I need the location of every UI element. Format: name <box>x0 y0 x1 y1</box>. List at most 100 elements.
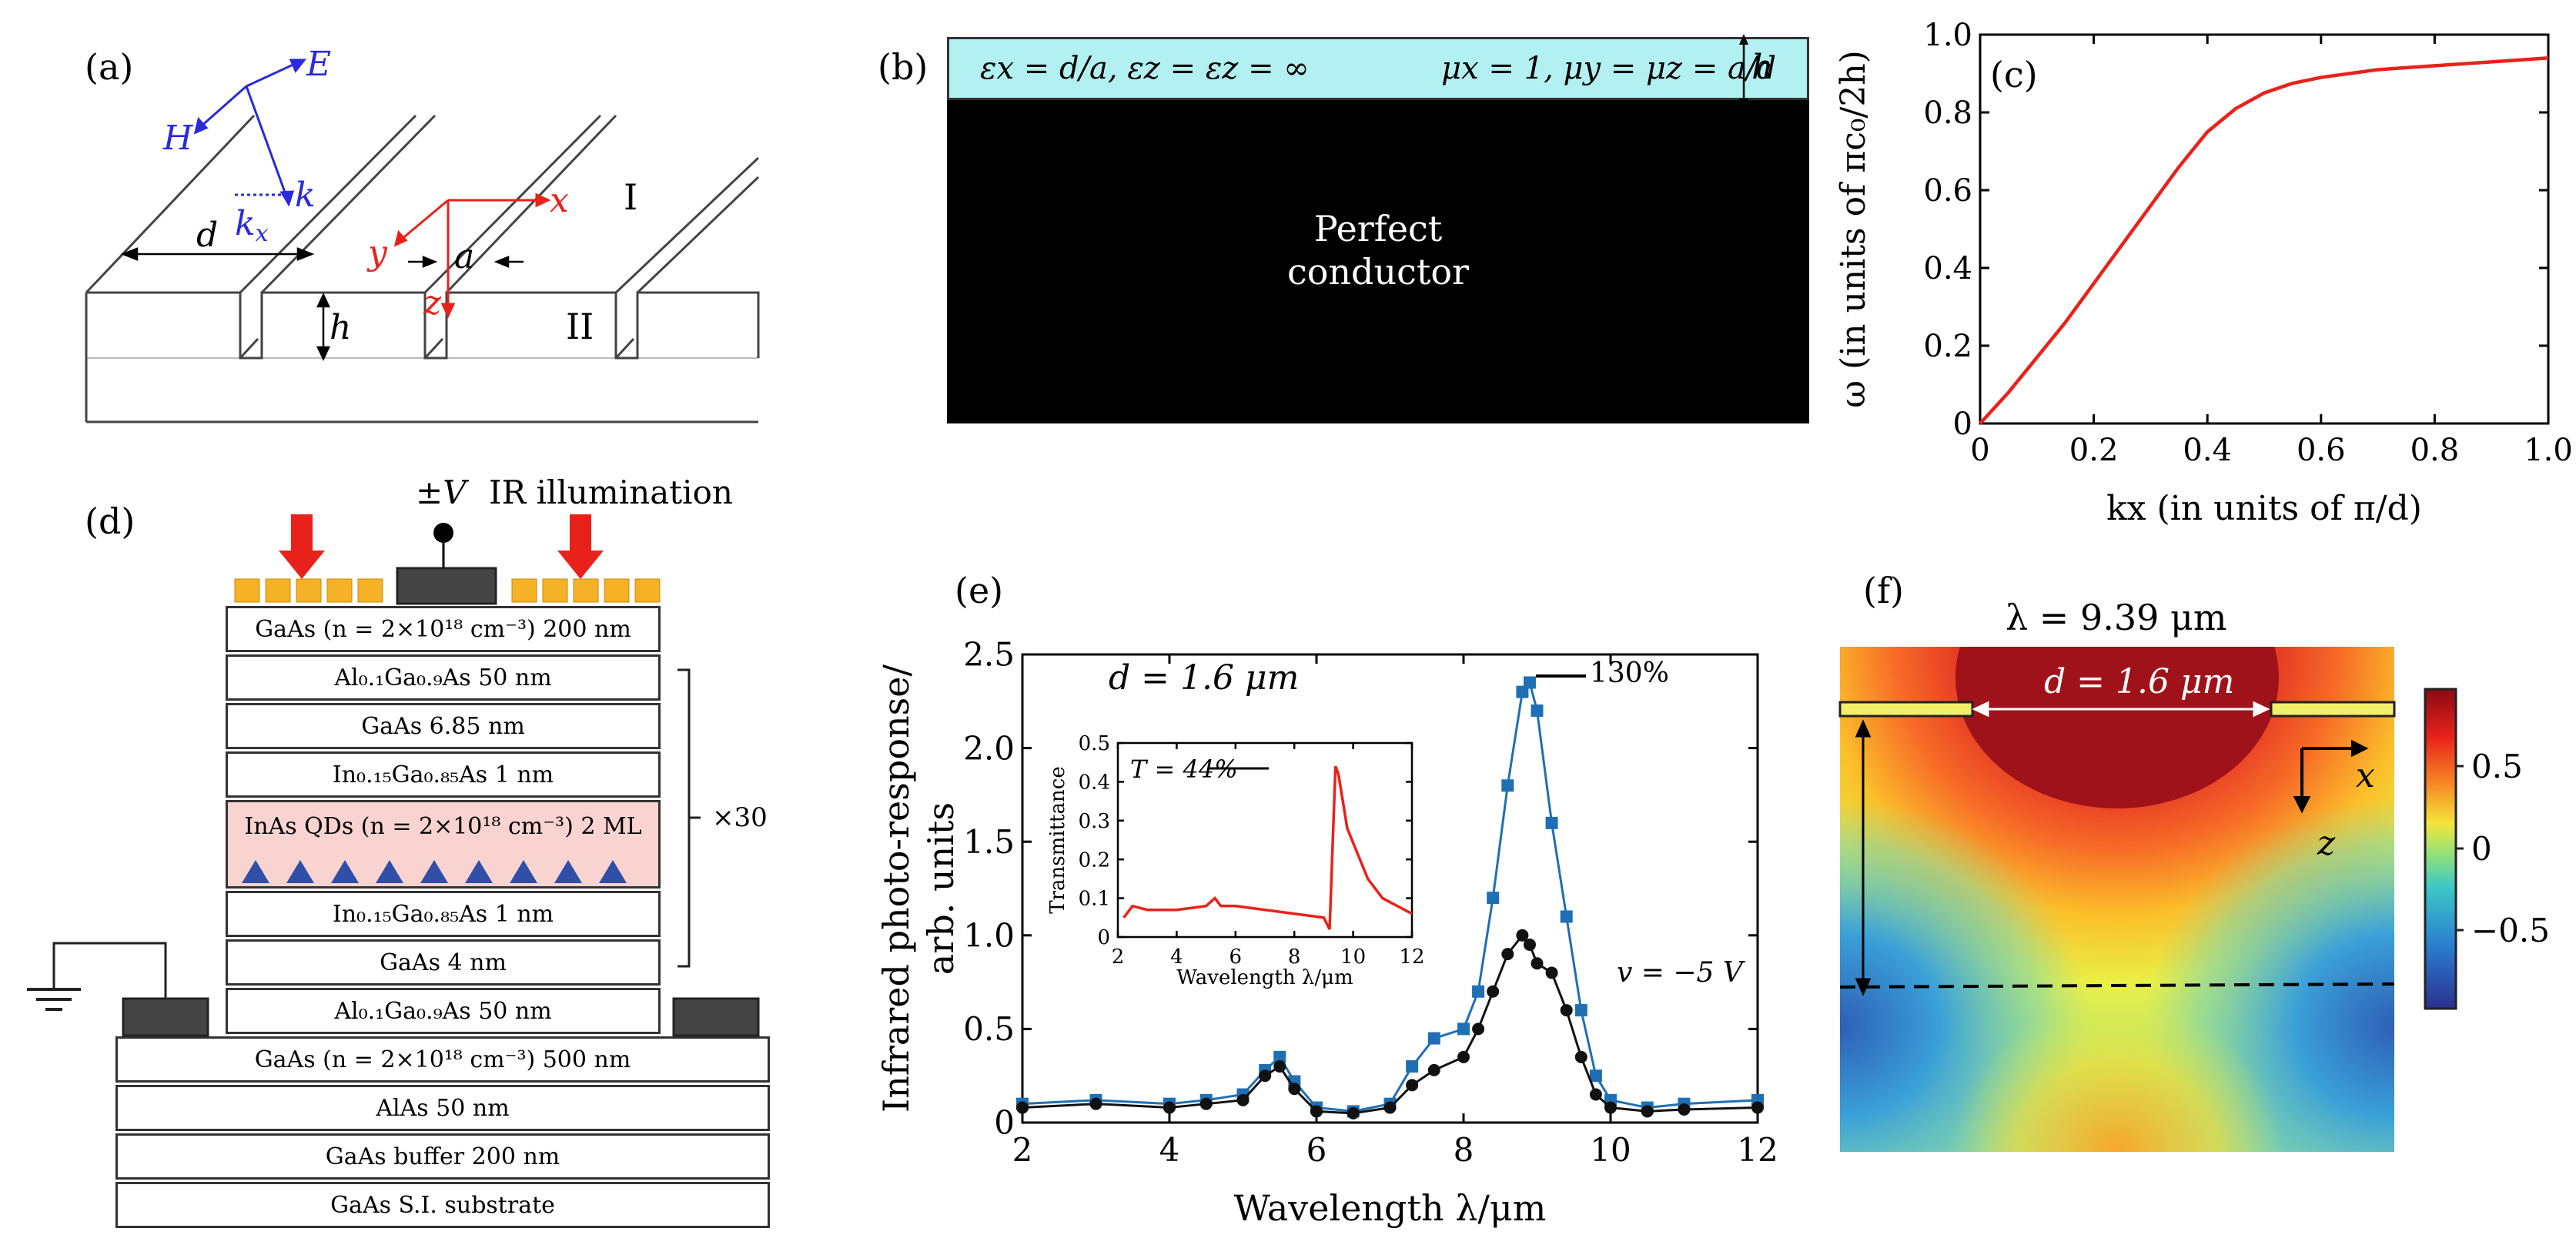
e-black-marker <box>1273 1060 1286 1073</box>
e-inset-frame <box>1116 741 1413 939</box>
e-black-marker <box>1383 1101 1397 1114</box>
e-black-marker <box>1589 1088 1602 1101</box>
c-xtick-label: 0.2 <box>2069 433 2119 468</box>
panel-d-label: (d) <box>85 500 135 542</box>
panel-a: (a) <box>0 0 847 447</box>
permittivity-text: εx = d/a, εz = εz = ∞ <box>980 51 1310 86</box>
e-black-marker <box>1641 1105 1654 1118</box>
H-label: H <box>162 119 194 158</box>
e-xtick-label: 10 <box>1590 1131 1631 1169</box>
e-xtick-label: 8 <box>1454 1131 1474 1169</box>
e-black-marker <box>1574 1050 1587 1063</box>
c-ytick-label: 0.6 <box>1923 173 1972 209</box>
e-black-marker <box>1531 957 1544 970</box>
e-ylabel-1: Infrared photo-response/ <box>875 664 917 1113</box>
e-black-marker <box>1560 1004 1573 1017</box>
layer-substrate: GaAs S.I. substrate <box>115 1182 770 1228</box>
f-z-label: z <box>2317 824 2336 863</box>
e-inset-ylabel: Transmittance <box>1046 766 1069 913</box>
e-black-marker <box>1516 929 1529 942</box>
e-inset-curve <box>1122 765 1413 930</box>
e-black-marker <box>1751 1101 1764 1114</box>
panel-f-label: (f) <box>1863 570 1904 611</box>
e-black-marker <box>1457 1050 1470 1063</box>
e-blue-marker <box>1487 892 1500 905</box>
c-xtick-label: 0.8 <box>2410 433 2460 468</box>
e-black-marker <box>1347 1106 1360 1120</box>
e-inset-xtick-label: 2 <box>1112 945 1125 969</box>
panel-b: (b) εx = d/a, εz = εz = ∞ μx = 1, μy = μ… <box>847 0 1809 447</box>
e-black-marker <box>1016 1101 1029 1114</box>
e-peak-annot: 130% <box>1590 658 1669 689</box>
e-blue-marker <box>1406 1060 1419 1073</box>
layer-gaas-685: GaAs 6.85 nm <box>226 703 661 749</box>
dispersion-chart: 0 0.2 0.4 0.6 0.8 1.0 0 0.2 0.4 0.6 0.8 1.0 kx (in u… <box>1834 18 2573 528</box>
E-label: E <box>306 45 331 84</box>
grating-schematic: E H k kx d a h x y z I II <box>85 45 760 423</box>
qd-layer-text: InAs QDs (n = 2×10¹⁸ cm⁻³) 2 ML <box>244 813 642 840</box>
e-inset-xtick-label: 8 <box>1288 945 1301 969</box>
kx-label: kx <box>235 204 269 247</box>
e-black-marker <box>1545 966 1558 979</box>
layer-algaas-1: Al₀.₁Ga₀.₉As 50 nm <box>226 654 661 701</box>
e-inset-xtick-label: 10 <box>1340 945 1366 969</box>
e-ytick-label: 1.0 <box>963 917 1015 955</box>
layer-alas: AlAs 50 nm <box>115 1085 770 1131</box>
metamaterial-layer: εx = d/a, εz = εz = ∞ μx = 1, μy = μz = … <box>947 37 1809 100</box>
c-ylabel: ω (in units of πc₀/2h) <box>1834 50 1873 408</box>
a-label: a <box>454 237 474 276</box>
device-top <box>234 514 661 605</box>
e-black-marker <box>1427 1063 1440 1076</box>
c-xtick-label: 0 <box>1970 433 1989 468</box>
h-arrow <box>1739 34 1748 109</box>
e-series-line <box>1022 680 1758 1113</box>
d-label: d <box>196 216 218 255</box>
e-xtick-label: 2 <box>1012 1131 1033 1169</box>
e-blue-marker <box>1427 1032 1440 1045</box>
panel-e: 2 4 6 8 10 12 0 0.5 1.0 1.5 2.0 2.5 Wavelength λ/μm I… <box>847 539 1809 1235</box>
field-map: x z d = 1.6 μm 0.5 0 −0.5 <box>1838 647 2550 1152</box>
c-ytick-label: 1.0 <box>1923 18 1972 53</box>
cbar-tick-0: 0 <box>2471 830 2492 868</box>
e-frame <box>1021 653 1759 1124</box>
panel-a-label: (a) <box>85 46 134 88</box>
layer-top-gaas: GaAs (n = 2×10¹⁸ cm⁻³) 200 nm <box>226 606 661 652</box>
e-black-marker <box>1163 1101 1176 1114</box>
e-inset-xtick-label: 12 <box>1399 945 1424 969</box>
e-xtick-label: 6 <box>1306 1131 1327 1169</box>
c-xlabel: kx (in units of π/d) <box>2106 489 2422 528</box>
e-xlabel: Wavelength λ/μm <box>1234 1187 1547 1229</box>
repeat-label: ×30 <box>712 802 768 833</box>
layer-ingaas-2: In₀.₁₅Ga₀.₈₅As 1 nm <box>226 891 661 937</box>
f-d-label: d = 1.6 μm <box>2044 662 2234 701</box>
layer-inas-qds: InAs QDs (n = 2×10¹⁸ cm⁻³) 2 ML <box>226 800 661 889</box>
f-x-label: x <box>2356 756 2375 795</box>
panel-c-label: (c) <box>1990 54 2038 95</box>
panel-c: 0 0.2 0.4 0.6 0.8 1.0 0 0.2 0.4 0.6 0.8 1.0 kx (in u… <box>1809 0 2576 539</box>
e-inset-ytick-label: 0.2 <box>1079 848 1110 872</box>
e-blue-marker <box>1516 685 1529 698</box>
e-inset-xtick-label: 4 <box>1170 945 1183 969</box>
e-series-line <box>1022 933 1758 1115</box>
device-side <box>27 668 760 1037</box>
e-black-marker <box>1678 1103 1691 1116</box>
e-xtick-label: 4 <box>1159 1131 1180 1169</box>
e-ytick-label: 2.5 <box>963 636 1015 674</box>
e-xtick-label: 12 <box>1737 1131 1778 1169</box>
e-ylabel-2: arb. units <box>920 802 962 975</box>
conductor-line1: Perfect <box>1313 208 1443 249</box>
e-blue-marker <box>1574 1004 1587 1017</box>
layer-gaas-500: GaAs (n = 2×10¹⁸ cm⁻³) 500 nm <box>115 1036 770 1083</box>
e-black-marker <box>1406 1079 1419 1092</box>
illumination-label: IR illumination <box>489 474 733 511</box>
c-ytick-label: 0.8 <box>1923 95 1972 131</box>
x-label: x <box>550 181 569 220</box>
e-black-marker <box>1199 1097 1213 1110</box>
e-ytick-label: 2.0 <box>963 729 1015 767</box>
panel-f: (f) λ = 9.39 μm <box>1809 539 2576 1235</box>
lambda-label: λ = 9.39 μm <box>2006 597 2227 638</box>
conductor-line2: conductor <box>1286 251 1470 293</box>
c-xtick-label: 1.0 <box>2524 433 2573 468</box>
region-II-label: II <box>566 306 594 347</box>
e-black-marker <box>1501 948 1514 961</box>
